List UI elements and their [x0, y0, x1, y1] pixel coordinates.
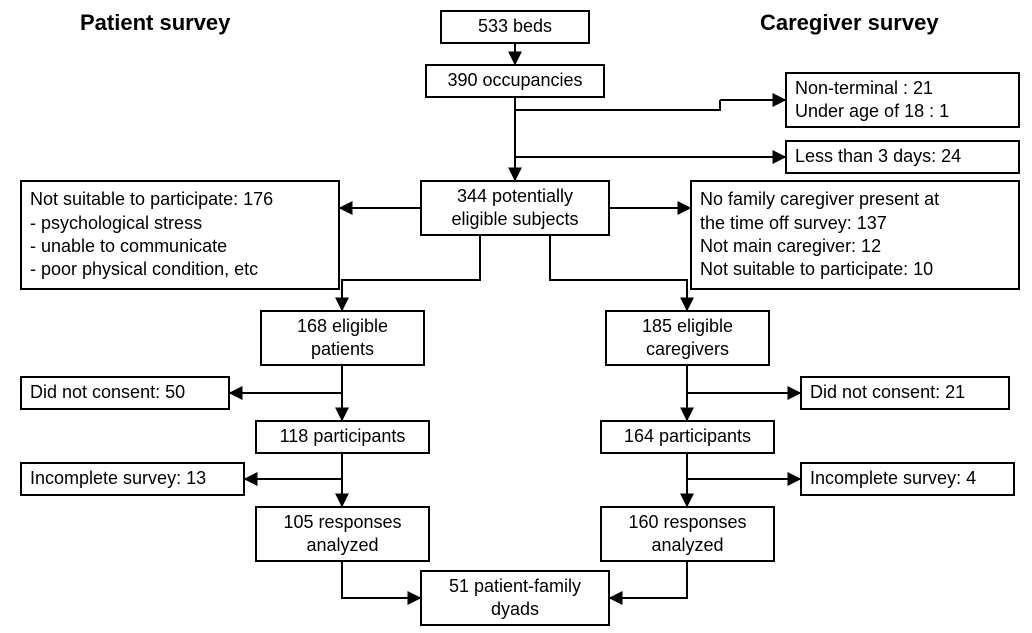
node-caregiver-incomplete: Incomplete survey: 4 — [800, 462, 1015, 496]
node-dyads: 51 patient-familydyads — [420, 570, 610, 626]
node-patient-responses: 105 responsesanalyzed — [255, 506, 430, 562]
node-exclude-caregiver-reasons: No family caregiver present atthe time o… — [690, 180, 1020, 290]
node-beds: 533 beds — [440, 10, 590, 44]
node-exclude-patient-reasons: Not suitable to participate: 176 - psych… — [20, 180, 340, 290]
node-occupancies: 390 occupancies — [425, 64, 605, 98]
caregiver-survey-title: Caregiver survey — [760, 10, 939, 36]
node-potentially-eligible: 344 potentiallyeligible subjects — [420, 180, 610, 236]
node-patient-participants: 118 participants — [255, 420, 430, 454]
patient-survey-title: Patient survey — [80, 10, 230, 36]
flowchart-canvas: Patient survey Caregiver survey 533 beds… — [0, 0, 1032, 633]
node-caregiver-no-consent: Did not consent: 21 — [800, 376, 1010, 410]
node-eligible-patients: 168 eligiblepatients — [260, 310, 425, 366]
node-exclude-less-3-days: Less than 3 days: 24 — [785, 140, 1020, 174]
node-eligible-caregivers: 185 eligiblecaregivers — [605, 310, 770, 366]
node-patient-no-consent: Did not consent: 50 — [20, 376, 230, 410]
node-patient-incomplete: Incomplete survey: 13 — [20, 462, 245, 496]
node-caregiver-participants: 164 participants — [600, 420, 775, 454]
node-caregiver-responses: 160 responsesanalyzed — [600, 506, 775, 562]
node-exclude-nonterminal: Non-terminal : 21Under age of 18 : 1 — [785, 72, 1020, 128]
